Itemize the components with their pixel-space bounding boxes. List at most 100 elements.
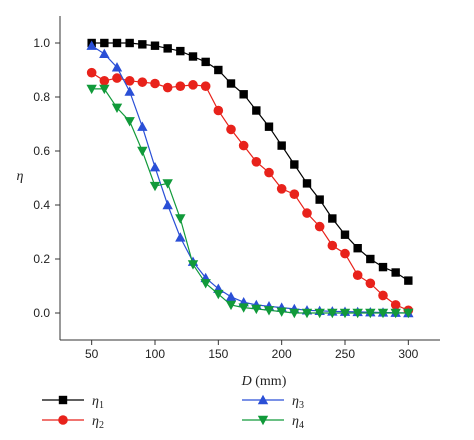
data-point (125, 38, 134, 48)
legend-marker (58, 395, 68, 405)
y-axis-label: η (17, 169, 24, 184)
data-point (238, 303, 249, 313)
y-tick-label: 1.0 (33, 36, 50, 50)
data-point (188, 80, 198, 90)
data-point (390, 308, 401, 319)
data-point (251, 157, 262, 167)
data-point (327, 240, 338, 251)
data-point (226, 124, 236, 135)
data-point (352, 308, 363, 319)
data-point (339, 308, 351, 319)
y-tick-label: 0.6 (33, 144, 50, 158)
y-tick-label: 0.4 (33, 198, 50, 212)
data-point (226, 79, 236, 88)
data-point (138, 40, 147, 49)
x-tick-label: 250 (335, 347, 355, 361)
legend: η1 η2 η3 η4 (42, 394, 304, 431)
data-point (225, 291, 237, 301)
series-2 (86, 67, 414, 316)
series-1 (87, 38, 413, 285)
data-point (86, 84, 97, 95)
data-point (111, 62, 123, 72)
data-point (86, 40, 97, 50)
data-point (214, 65, 223, 75)
data-point (378, 290, 388, 301)
y-tick-label: 0.0 (33, 306, 50, 320)
legend-label: η4 (292, 414, 304, 431)
data-point (327, 308, 338, 319)
data-point (187, 260, 199, 270)
data-point (188, 52, 198, 61)
data-point (150, 41, 160, 50)
data-point (124, 117, 135, 127)
data-point (100, 38, 109, 48)
data-point (276, 307, 287, 317)
x-tick-label: 150 (208, 347, 228, 361)
y-ticks: 0.0 0.2 0.4 0.6 0.8 1.0 (33, 36, 60, 320)
legend-label: η3 (292, 394, 304, 411)
data-point (340, 230, 350, 239)
x-ticks: 50 100 150 200 250 300 (85, 340, 419, 361)
data-point (391, 268, 400, 277)
data-point (263, 306, 275, 316)
data-point (201, 57, 210, 67)
data-point (315, 195, 324, 204)
data-point (353, 244, 362, 253)
series-4 (86, 84, 414, 319)
x-axis-label-unit: (mm) (252, 374, 287, 389)
data-point (176, 46, 185, 56)
data-point (289, 189, 300, 199)
data-point (111, 103, 123, 113)
x-tick-label: 50 (85, 347, 99, 361)
data-point (86, 67, 97, 78)
data-point (124, 76, 135, 86)
data-point (112, 73, 122, 83)
data-point (365, 308, 376, 319)
data-point (149, 162, 161, 172)
data-point (251, 304, 262, 315)
data-point (99, 48, 110, 58)
data-point (162, 199, 173, 210)
data-point (366, 254, 375, 264)
data-point (264, 122, 274, 131)
data-point (175, 81, 186, 91)
legend-label: η2 (92, 414, 104, 431)
data-point (377, 308, 389, 319)
data-point (276, 184, 287, 194)
data-point (252, 106, 261, 115)
legend-item-4: η4 (242, 414, 304, 431)
data-point (340, 248, 350, 259)
data-point (239, 90, 248, 99)
data-point (200, 279, 211, 289)
data-point (112, 38, 122, 48)
x-tick-label: 200 (272, 347, 292, 361)
data-point (137, 146, 148, 157)
y-tick-label: 0.2 (33, 252, 50, 266)
data-point (352, 270, 363, 281)
data-point (99, 84, 110, 95)
x-axis-label: D (mm) (241, 374, 287, 389)
x-tick-label: 100 (145, 347, 165, 361)
legend-marker (257, 394, 269, 405)
legend-item-2: η2 (42, 414, 104, 431)
data-point (150, 78, 160, 89)
data-point (200, 81, 211, 91)
data-point (124, 86, 135, 96)
legend-marker (58, 415, 68, 425)
data-point (225, 300, 237, 311)
data-point (264, 167, 274, 178)
data-point (163, 44, 172, 53)
data-point (213, 105, 224, 116)
legend-item-3: η3 (242, 394, 304, 411)
data-point (314, 308, 325, 319)
data-point (162, 179, 173, 189)
data-point (302, 179, 312, 188)
x-axis-label-var: D (241, 374, 252, 389)
data-point (290, 160, 299, 169)
data-point (99, 76, 110, 86)
legend-item-1: η1 (42, 394, 104, 411)
data-point (328, 214, 337, 223)
data-point (365, 278, 376, 289)
data-point (403, 308, 414, 319)
